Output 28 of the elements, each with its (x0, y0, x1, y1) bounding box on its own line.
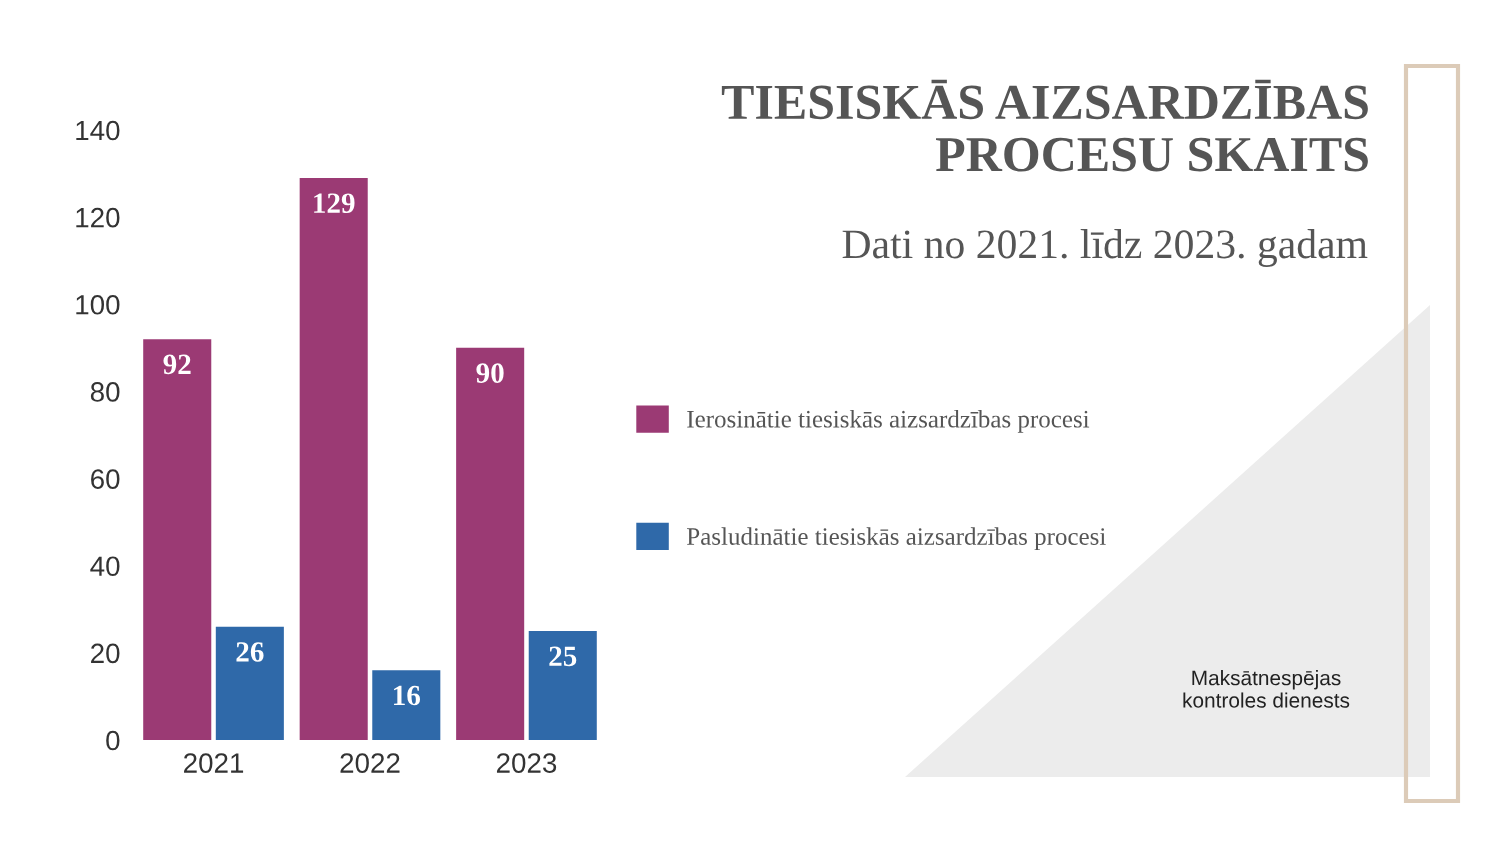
data-label: 25 (549, 646, 577, 667)
text: Maksātnespējas kontroles dienests (1183, 670, 1350, 708)
y-tick-label: 140 (76, 120, 120, 141)
text: Dati no 2021. līdz 2023. gadam (842, 229, 1368, 267)
bar (299, 177, 368, 740)
y-tick-label: 80 (90, 382, 120, 402)
y-tick-label: 20 (91, 643, 120, 664)
bar (215, 626, 284, 740)
y-tick-label: 120 (76, 207, 120, 228)
bar (372, 670, 441, 740)
legend-label: Ierosinātie tiesiskās aizsardzības procesi (687, 410, 1090, 433)
bar (143, 339, 212, 740)
x-tick-label: 2021 (184, 753, 244, 773)
x-tick-label: 2023 (496, 753, 557, 773)
text: TIESISKĀS AIZSARDZĪBAS PROCESU SKAITS (721, 79, 1368, 172)
data-label: 92 (163, 354, 191, 375)
y-tick-label: 60 (91, 469, 120, 489)
data-label: 26 (236, 642, 264, 662)
y-tick-label: 100 (76, 294, 120, 315)
data-label: 129 (314, 193, 355, 214)
bar (456, 347, 525, 740)
data-label: 16 (394, 685, 421, 706)
x-tick-label: 2022 (340, 753, 400, 773)
bar (528, 631, 597, 740)
y-tick-label: 40 (90, 556, 120, 577)
data-label: 90 (476, 363, 504, 383)
legend-label: Pasludinātie tiesiskās aizsardzības procesi (687, 527, 1106, 551)
y-tick-label: 0 (106, 730, 120, 751)
